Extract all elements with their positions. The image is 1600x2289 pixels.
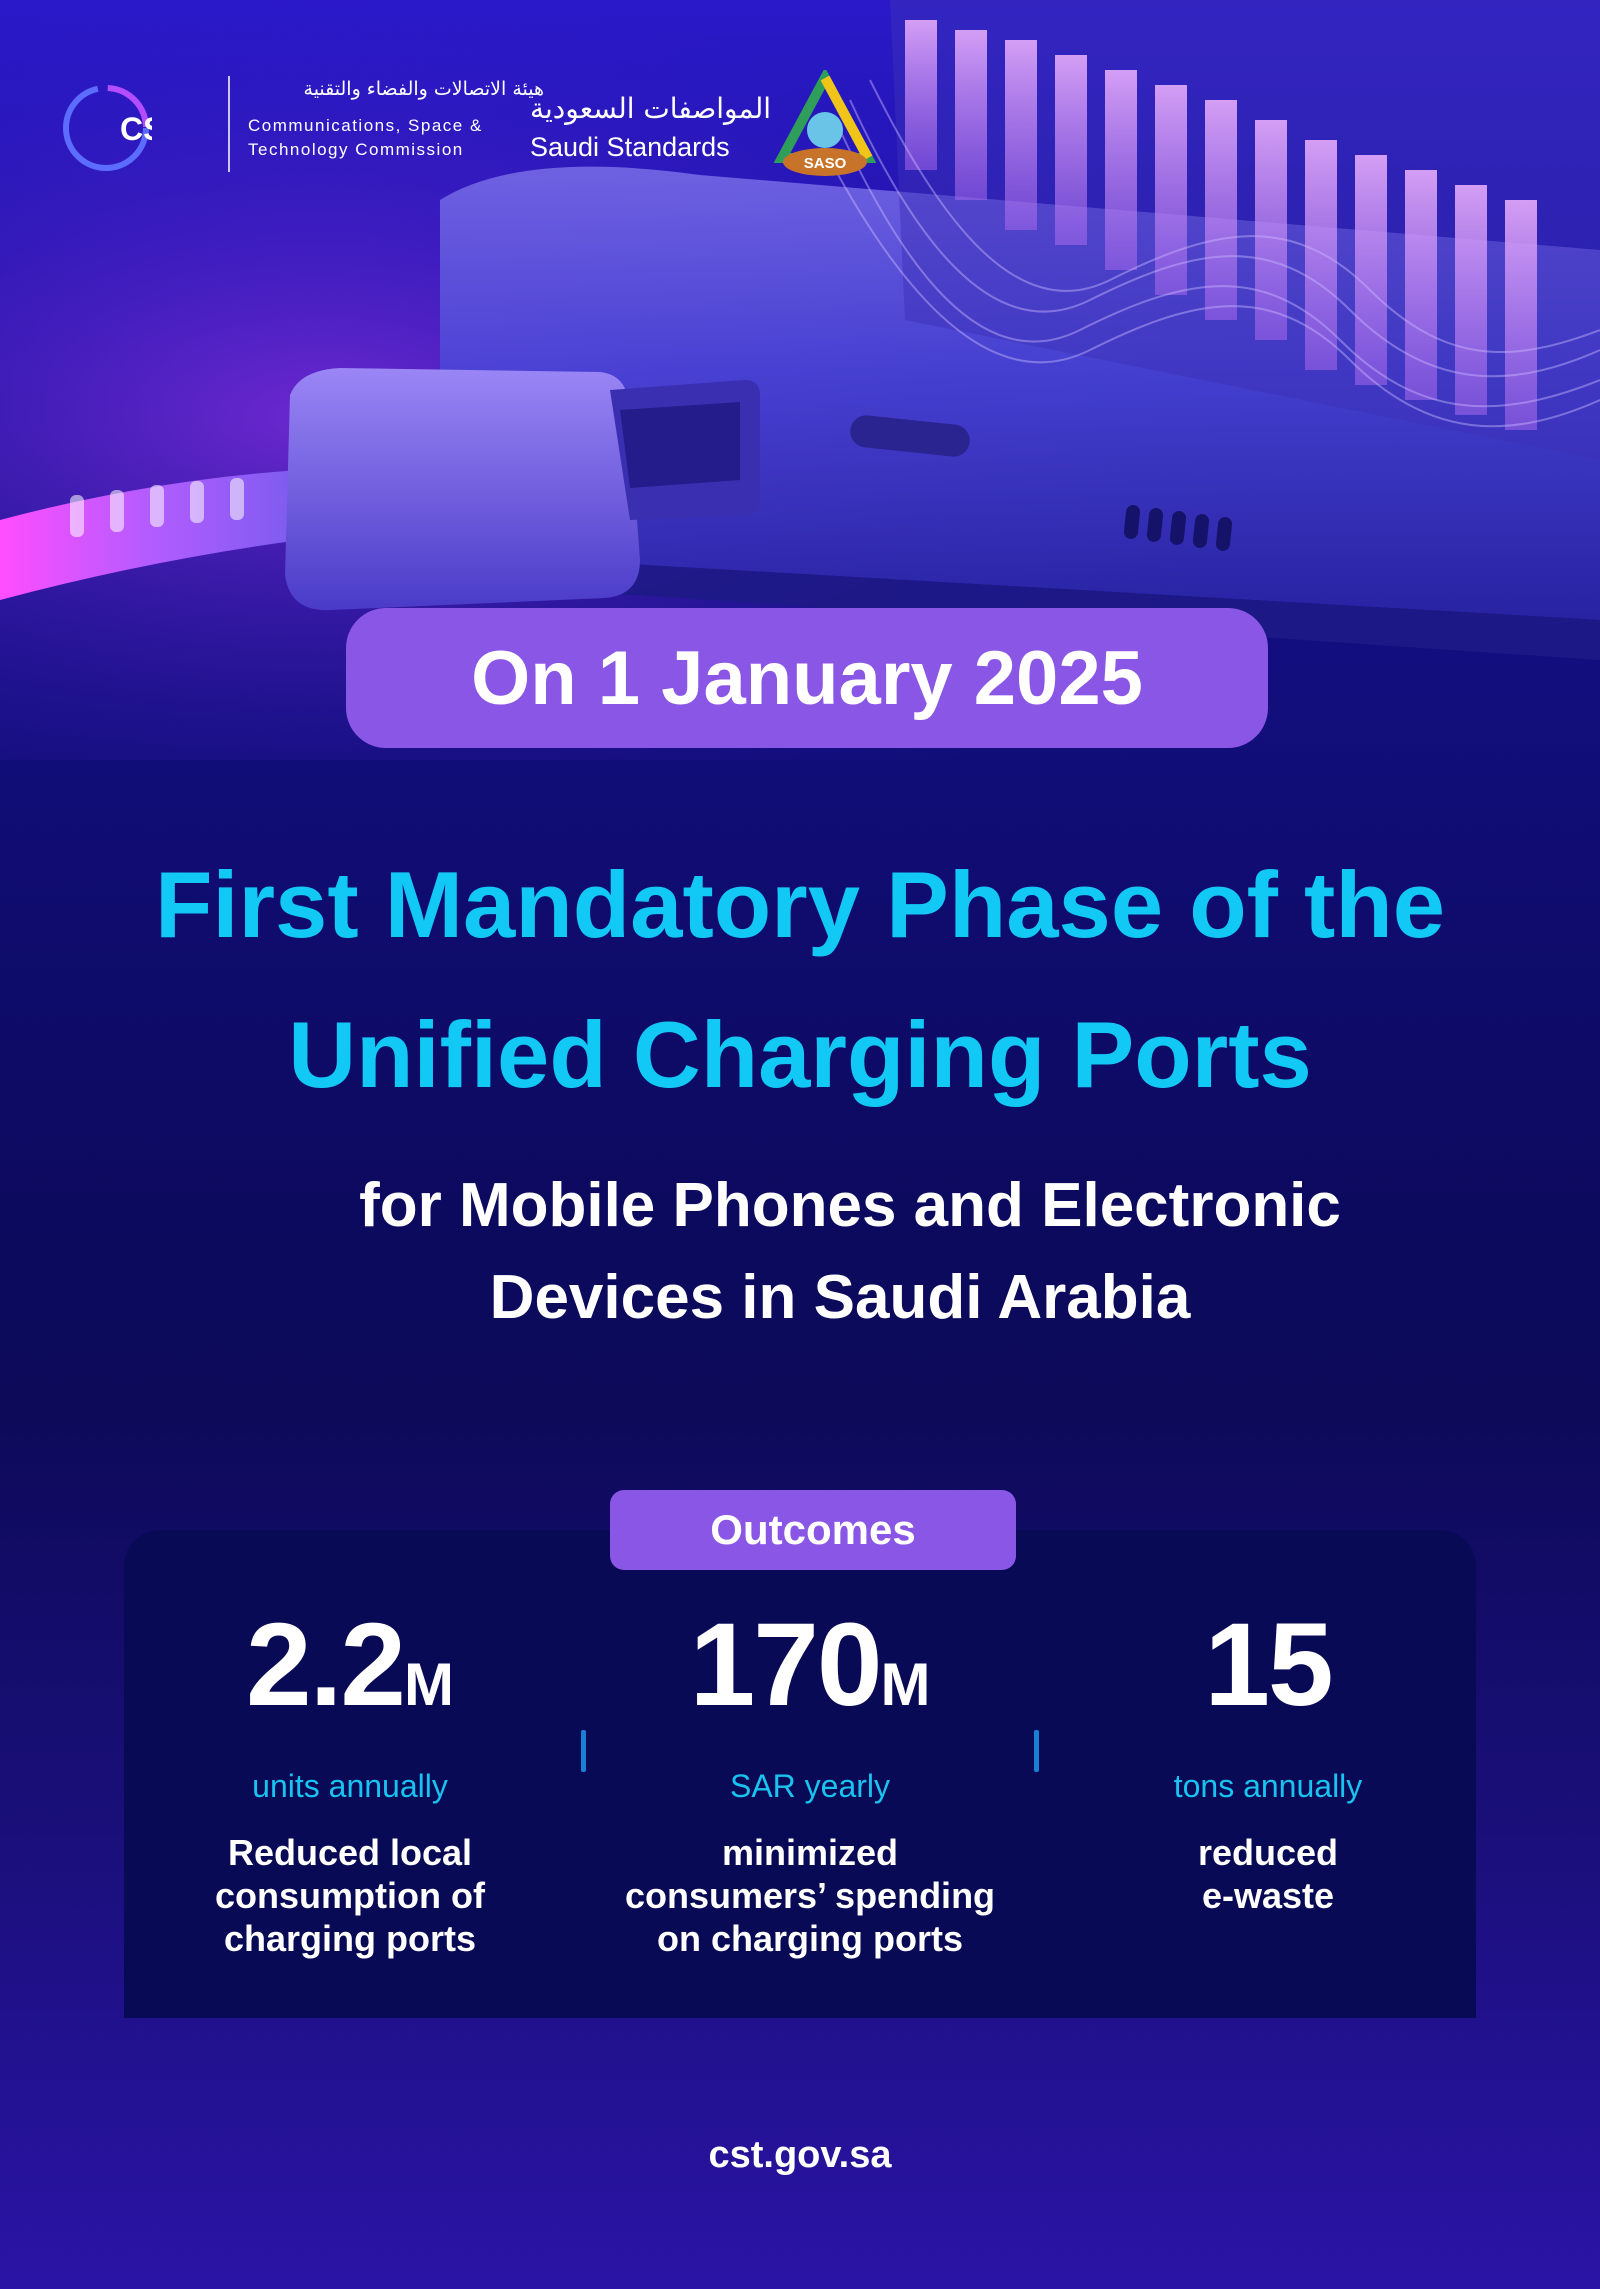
stat-unit: SAR yearly [729,1768,891,1804]
stat-suffix: M [880,1651,931,1718]
logo-divider [228,76,230,172]
date-pill: On 1 January 2025 [346,608,1268,748]
saso-name-english: Saudi Standards [530,132,730,162]
saso-logo-icon: SASO [773,70,877,176]
footer-url[interactable]: cst.gov.sa [708,2134,892,2176]
stat-description-line: Reduced local [227,1832,473,1873]
subheadline: for Mobile Phones and Electronic Devices… [40,1160,1600,1344]
stat-description: minimized consumers’ spending on chargin… [590,1831,1030,1960]
stat-description-line: consumers’ spending [624,1875,996,1916]
stat-separator [1034,1730,1039,1772]
stat-separator [581,1730,586,1772]
cst-logo-icon: CST [63,85,152,171]
stat-suffix: M [404,1651,455,1718]
cst-name-arabic: هيئة الاتصالات والفضاء والتقنية [303,78,544,100]
stat-number: 170 [689,1599,883,1731]
outcomes-panel [124,1530,1476,2018]
stat-unit: tons annually [1173,1768,1363,1804]
stat-description: reduced e-waste [1048,1831,1488,1917]
cst-mark-text: CST [120,111,152,147]
cst-name-english-line2: Technology Commission [248,140,464,159]
saso-name-arabic: المواصفات السعودية [530,92,772,125]
stat-description-line: reduced [1197,1832,1339,1873]
stat-value: 15 [1048,1600,1488,1750]
stat-description-line: minimized [721,1832,899,1873]
stat-description-line: e-waste [1201,1875,1335,1916]
stat-unit: units annually [252,1768,448,1804]
stat-description-line: on charging ports [657,1918,963,1959]
subheadline-line1: for Mobile Phones and Electronic [359,1171,1341,1240]
stat-consumer-spending: 170M SAR yearly minimized consumers’ spe… [590,1600,1030,1960]
stat-description-line: consumption of [215,1875,485,1916]
stat-number: 15 [1204,1599,1333,1731]
cst-name-english-line1: Communications, Space & [248,116,483,135]
header-logos: CST هيئة الاتصالات والفضاء والتقنية Comm… [60,70,880,180]
stat-value: 2.2M [130,1600,570,1750]
stat-description: Reduced local consumption of charging po… [130,1831,570,1960]
stat-charging-ports: 2.2M units annually Reduced local consum… [130,1600,570,1960]
saso-mark-text: SASO [804,155,847,172]
stat-number: 2.2 [245,1599,406,1731]
stat-value: 170M [590,1600,1030,1750]
headline: First Mandatory Phase of the Unified Cha… [154,852,1446,1107]
stat-description-line: charging ports [223,1918,477,1959]
stat-e-waste: 15 tons annually reduced e-waste [1048,1600,1488,1917]
outcomes-title: Outcomes [610,1490,1016,1570]
subheadline-line2: Devices in Saudi Arabia [489,1263,1191,1332]
